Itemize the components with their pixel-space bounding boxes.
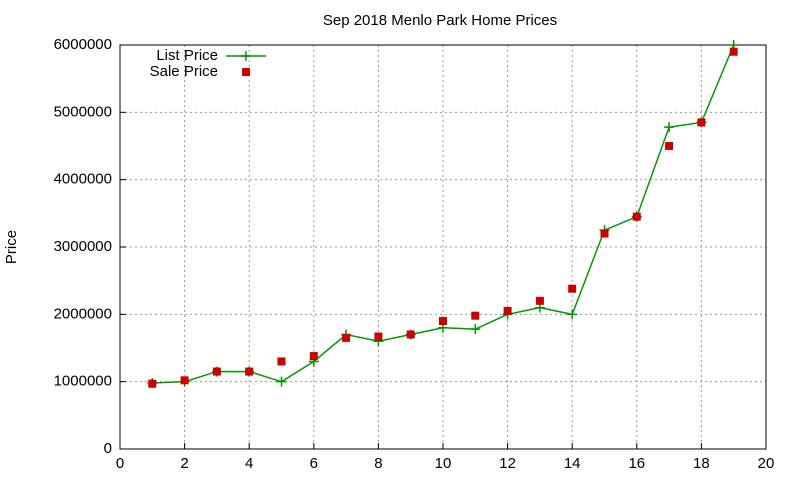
x-tick-label: 18: [693, 455, 710, 472]
point: [148, 379, 157, 388]
legend-marker: [242, 68, 250, 76]
x-tick-label: 6: [310, 455, 318, 472]
point: [729, 47, 738, 56]
point: [664, 122, 675, 133]
point: [277, 357, 286, 366]
point: [342, 333, 351, 342]
y-tick-label: 4000000: [54, 171, 112, 188]
point: [567, 309, 578, 320]
x-tick-label: 14: [564, 455, 581, 472]
point: [245, 367, 254, 376]
point: [632, 212, 641, 221]
legend-label: Sale Price: [150, 63, 218, 80]
x-tick-label: 2: [180, 455, 188, 472]
point: [471, 311, 480, 320]
point: [406, 330, 415, 339]
chart-title: Sep 2018 Menlo Park Home Prices: [323, 12, 557, 29]
point: [212, 367, 221, 376]
point: [276, 376, 287, 387]
y-tick-label: 1000000: [54, 373, 112, 390]
x-tick-label: 0: [116, 455, 124, 472]
x-tick-label: 8: [374, 455, 382, 472]
point: [180, 376, 189, 385]
y-tick-label: 0: [104, 440, 112, 457]
legend-marker: [241, 51, 251, 61]
point: [535, 296, 544, 305]
y-tick-label: 2000000: [54, 305, 112, 322]
point: [309, 352, 318, 361]
y-tick-label: 5000000: [54, 103, 112, 120]
point: [470, 324, 481, 335]
point: [374, 332, 383, 341]
point: [697, 118, 706, 127]
plot-border: [119, 44, 767, 450]
x-tick-label: 12: [499, 455, 516, 472]
point: [439, 317, 447, 326]
point: [568, 284, 577, 293]
y-tick-label: 6000000: [54, 36, 112, 53]
legend-label: List Price: [156, 47, 218, 64]
x-tick-label: 10: [435, 455, 452, 472]
x-tick-label: 4: [245, 455, 253, 472]
point: [503, 306, 512, 315]
x-tick-label: 16: [628, 455, 645, 472]
y-tick-label: 3000000: [54, 238, 112, 255]
x-tick-label: 20: [758, 455, 775, 472]
point: [600, 229, 609, 238]
point: [665, 142, 674, 150]
y-axis-label: Price: [3, 230, 20, 264]
